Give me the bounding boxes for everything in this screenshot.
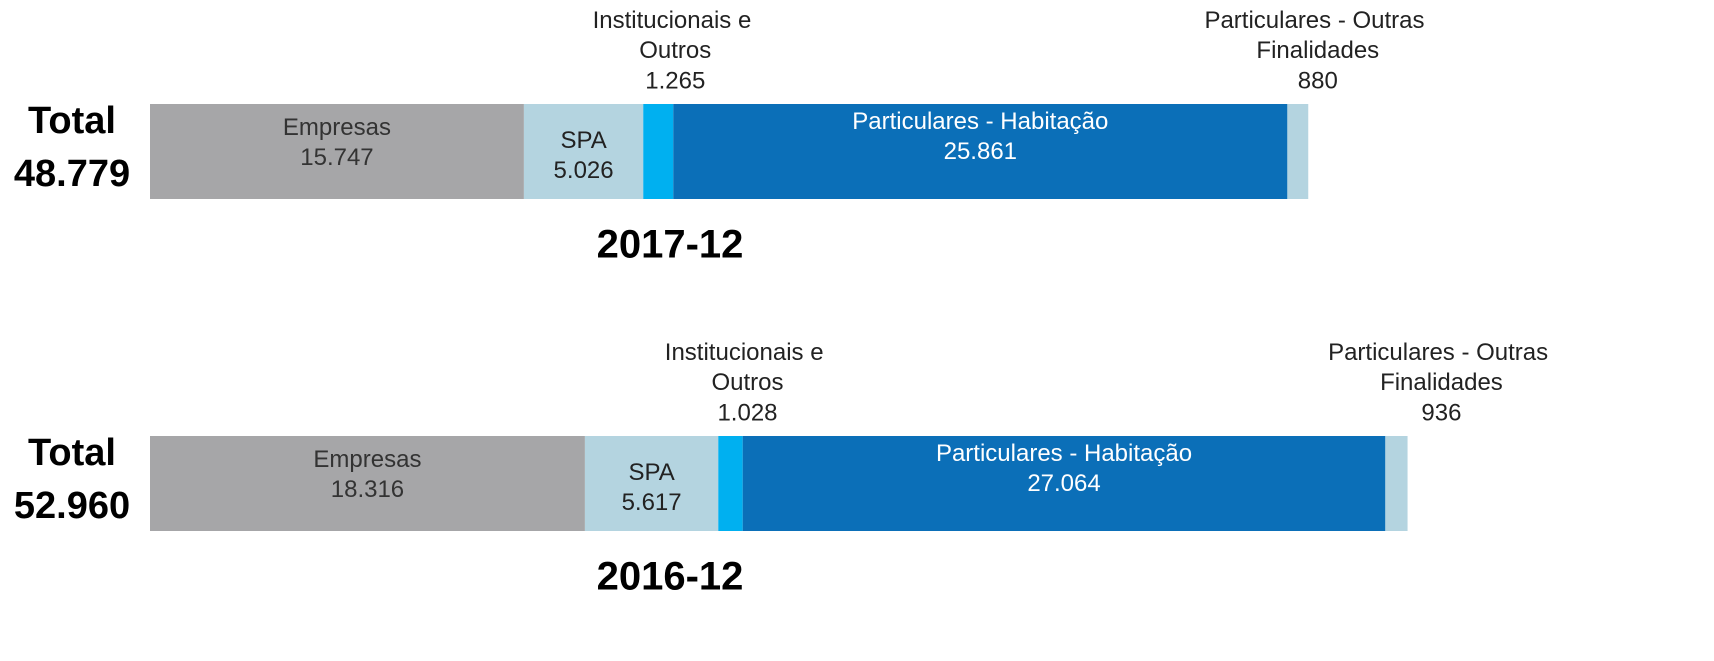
value-label: 5.026 xyxy=(554,157,614,184)
value-label: 18.316 xyxy=(331,476,404,503)
segment-label: Empresas xyxy=(283,114,391,141)
total-value: 52.960 xyxy=(14,485,130,527)
segment-label: Empresas xyxy=(313,446,421,473)
bar-segment xyxy=(523,104,644,199)
segment-label: Particulares - Outras Finalidades xyxy=(1204,7,1431,64)
value-label: 1.028 xyxy=(717,399,777,426)
value-label: 5.617 xyxy=(622,489,682,516)
segment-label: Particulares - Outras Finalidades xyxy=(1328,339,1555,396)
bar-segment xyxy=(584,436,719,531)
total-title: Total xyxy=(28,100,116,142)
segment-label: Particulares - Habitação xyxy=(852,108,1108,135)
segment-label: SPA xyxy=(560,127,606,154)
segment-label: Particulares - Habitação xyxy=(936,440,1192,467)
bar-segment xyxy=(1287,104,1309,199)
bar-segment xyxy=(150,436,585,531)
value-label: 1.265 xyxy=(645,67,705,94)
total-title: Total xyxy=(28,432,116,474)
value-label: 25.861 xyxy=(944,138,1017,165)
bar-segment xyxy=(673,104,1288,199)
segment-label: SPA xyxy=(628,459,674,486)
bar-segment xyxy=(718,436,743,531)
bar-segment xyxy=(150,104,524,199)
bar-segment xyxy=(1385,436,1408,531)
total-value: 48.779 xyxy=(14,153,130,195)
value-label: 880 xyxy=(1298,67,1338,94)
segment-label: Institucionais e Outros xyxy=(665,339,830,396)
value-label: 27.064 xyxy=(1027,470,1100,497)
value-label: 15.747 xyxy=(300,144,373,171)
value-label: 936 xyxy=(1421,399,1461,426)
bar-title: 2016-12 xyxy=(597,555,744,599)
bar-segment xyxy=(742,436,1386,531)
bar-title: 2017-12 xyxy=(597,223,744,267)
segment-label: Institucionais e Outros xyxy=(593,7,758,64)
bar-segment xyxy=(643,104,674,199)
